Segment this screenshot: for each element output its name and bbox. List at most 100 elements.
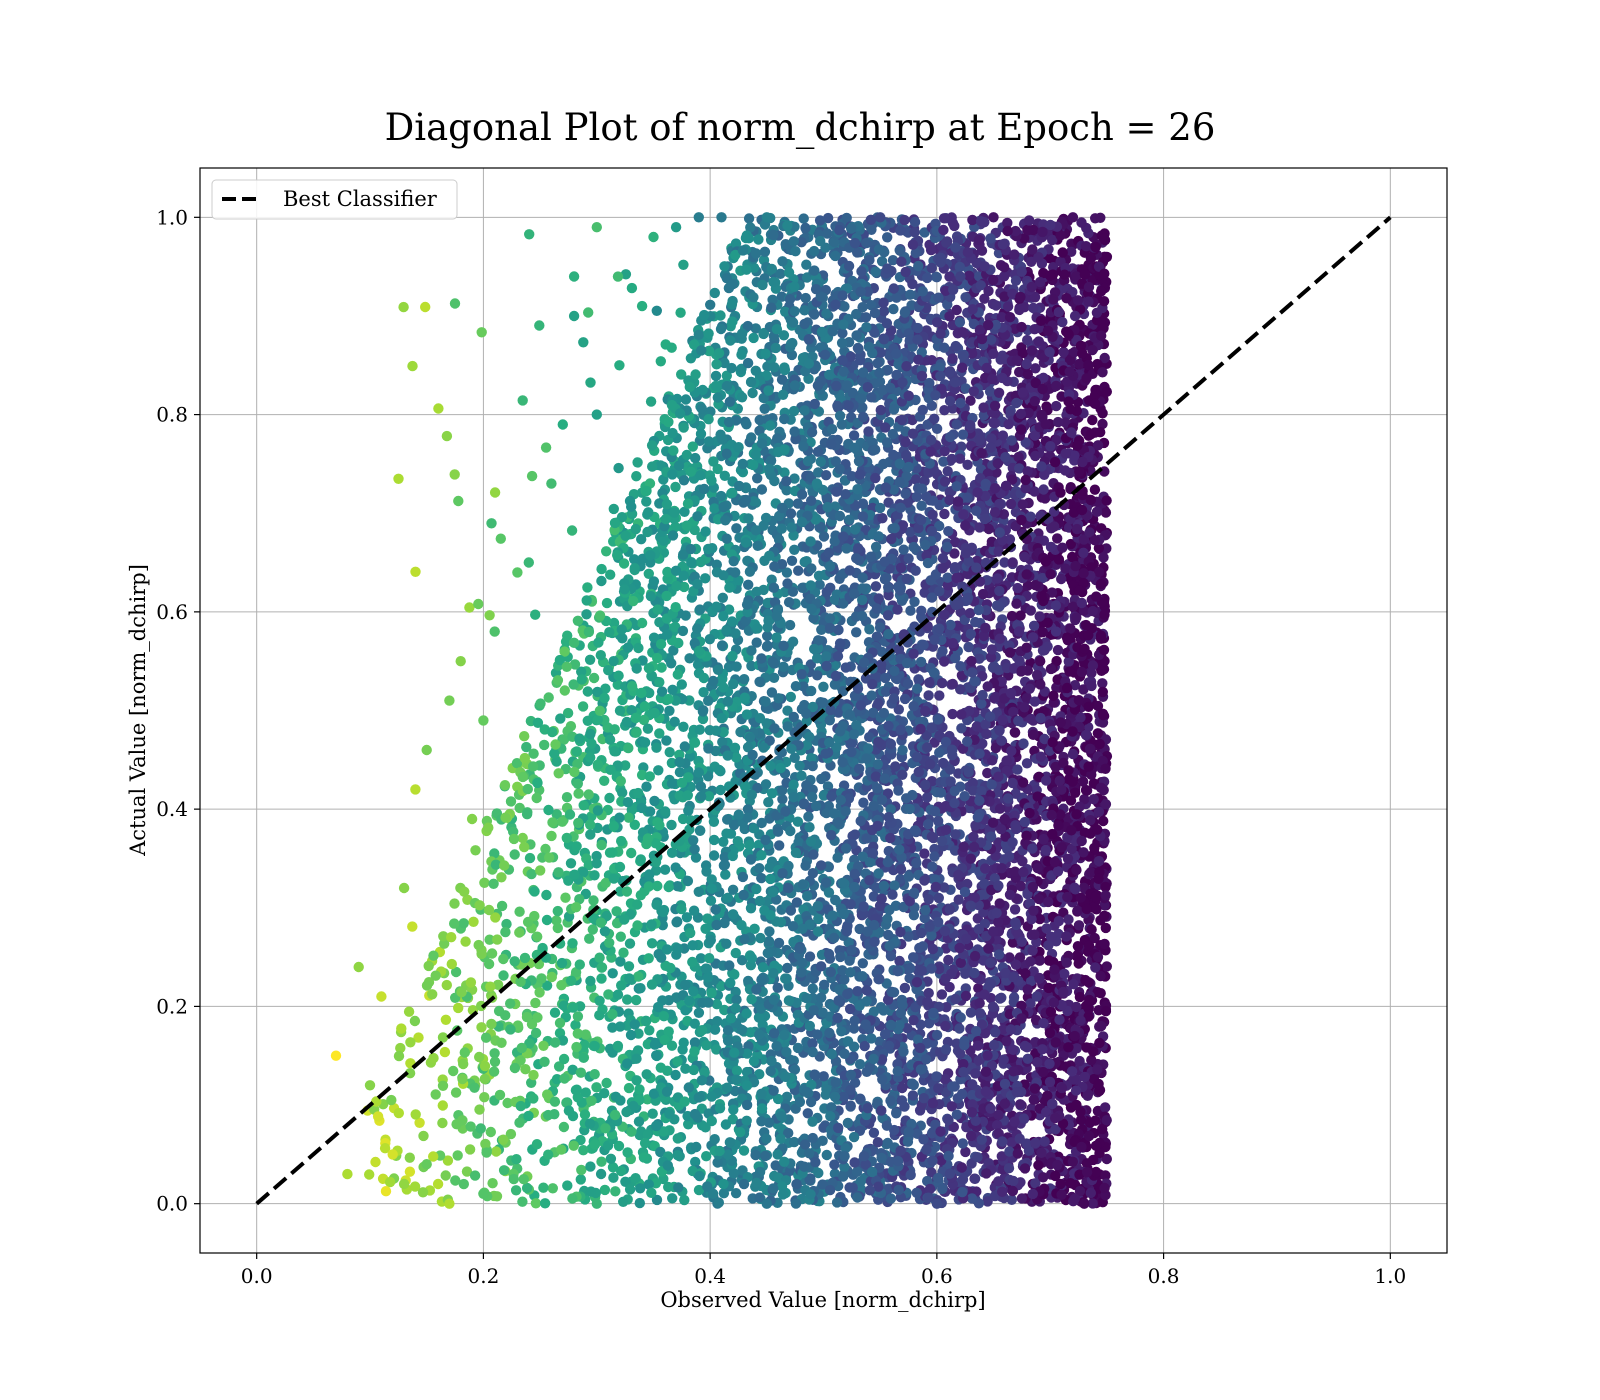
scatter-point [878, 458, 889, 470]
scatter-point [594, 952, 605, 963]
scatter-point [521, 809, 533, 820]
scatter-point [784, 619, 796, 631]
scatter-point [754, 414, 765, 426]
scatter-point [726, 299, 738, 310]
scatter-point [919, 912, 930, 924]
scatter-point [571, 746, 582, 757]
scatter-point [1099, 900, 1110, 911]
scatter-point [475, 1123, 486, 1134]
scatter-point [708, 834, 720, 846]
scatter-point [1097, 686, 1109, 698]
scatter-point [812, 446, 824, 457]
scatter-point [666, 819, 677, 831]
scatter-point [661, 735, 672, 746]
scatter-point [459, 1047, 470, 1058]
scatter-point [620, 530, 631, 541]
scatter-point [562, 1180, 573, 1191]
scatter-point [629, 554, 640, 565]
scatter-point [572, 758, 583, 770]
scatter-point [920, 1054, 932, 1065]
scatter-point [834, 638, 846, 649]
scatter-point [479, 1073, 490, 1085]
scatter-point [885, 1193, 897, 1204]
scatter-point [599, 1184, 611, 1196]
scatter-point [913, 674, 924, 685]
chart-title: Diagonal Plot of norm_dchirp at Epoch = … [385, 106, 1216, 150]
scatter-point [1032, 862, 1043, 874]
scatter-point [489, 1056, 501, 1068]
scatter-point [720, 869, 731, 880]
scatter-point [595, 650, 606, 661]
scatter-point [464, 1144, 476, 1155]
scatter-point [410, 1109, 421, 1120]
scatter-point [1025, 605, 1037, 616]
scatter-point [923, 690, 934, 701]
scatter-point [963, 641, 974, 653]
scatter-point [931, 317, 943, 328]
scatter-point [1035, 656, 1046, 667]
scatter-point [603, 989, 614, 1000]
scatter-point [670, 1069, 681, 1081]
scatter-point [836, 419, 847, 430]
scatter-point [505, 1128, 517, 1140]
scatter-point [575, 1174, 586, 1185]
scatter-point [936, 677, 948, 689]
scatter-point [541, 889, 552, 901]
scatter-point [607, 968, 618, 979]
scatter-point [910, 474, 922, 485]
scatter-point [772, 982, 783, 993]
scatter-point [718, 1188, 730, 1199]
scatter-point [1043, 955, 1055, 966]
scatter-point [753, 1012, 765, 1023]
scatter-point [947, 353, 958, 364]
scatter-point [473, 598, 484, 610]
scatter-point [695, 953, 707, 964]
scatter-point [916, 500, 927, 511]
scatter-point [1037, 572, 1048, 584]
scatter-point [552, 905, 563, 917]
scatter-point [683, 1082, 694, 1093]
scatter-point [876, 256, 888, 267]
scatter-point [907, 239, 919, 250]
scatter-point [1065, 623, 1076, 634]
scatter-point [960, 983, 971, 994]
scatter-point [409, 1181, 421, 1192]
scatter-point [647, 1108, 658, 1119]
scatter-point [1045, 568, 1056, 580]
scatter-point [464, 602, 475, 613]
scatter-point [695, 556, 706, 568]
scatter-point [709, 287, 720, 299]
scatter-point [414, 1117, 425, 1129]
scatter-point [865, 551, 877, 562]
scatter-point [812, 653, 823, 664]
scatter-point [956, 723, 967, 734]
scatter-point [491, 1191, 503, 1202]
scatter-point [965, 853, 976, 864]
scatter-point [530, 1198, 542, 1209]
scatter-point [730, 1188, 742, 1199]
scatter-point [439, 1046, 451, 1058]
scatter-point [556, 1144, 567, 1155]
scatter-point [854, 923, 865, 935]
scatter-point [705, 895, 717, 906]
scatter-point [509, 956, 520, 967]
scatter-point [552, 922, 563, 934]
scatter-point [621, 886, 633, 897]
scatter-point [588, 672, 600, 684]
scatter-point [474, 1051, 485, 1063]
scatter-point [473, 939, 484, 951]
scatter-point [688, 905, 700, 916]
scatter-point [965, 395, 976, 406]
scatter-point [773, 937, 785, 949]
scatter-point [611, 906, 622, 917]
scatter-point [364, 1169, 375, 1180]
scatter-point [479, 1092, 490, 1103]
scatter-point [407, 360, 418, 372]
scatter-point [864, 624, 875, 635]
scatter-point [944, 395, 956, 407]
scatter-point [930, 271, 942, 282]
scatter-point [950, 829, 961, 840]
scatter-point [703, 414, 714, 425]
scatter-point [608, 617, 620, 629]
